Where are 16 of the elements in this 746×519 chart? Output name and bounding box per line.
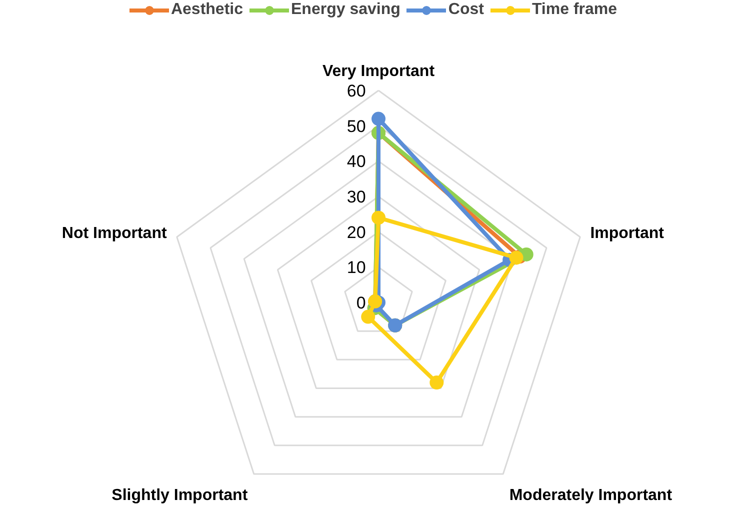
legend-label: Cost <box>448 1 484 19</box>
y-tick-label: 60 <box>346 82 366 100</box>
y-tick-label: 50 <box>346 116 366 136</box>
legend-label: Aesthetic <box>170 1 244 19</box>
legend-label: Time frame <box>532 1 618 19</box>
y-tick-label: 40 <box>346 152 366 172</box>
spoke-label: Not Important <box>62 225 168 242</box>
y-tick-label: 20 <box>346 222 366 242</box>
spoke-label: Important <box>590 225 665 242</box>
y-tick-label: 30 <box>346 188 366 206</box>
y-tick-label: 0 <box>356 294 366 312</box>
legend-label: Energy saving <box>291 1 400 19</box>
spoke-label: Moderately Important <box>509 486 673 504</box>
spoke-label: Slightly Important <box>112 486 248 504</box>
spoke-label: Very Important <box>322 62 436 80</box>
y-tick-label: 10 <box>346 258 366 278</box>
